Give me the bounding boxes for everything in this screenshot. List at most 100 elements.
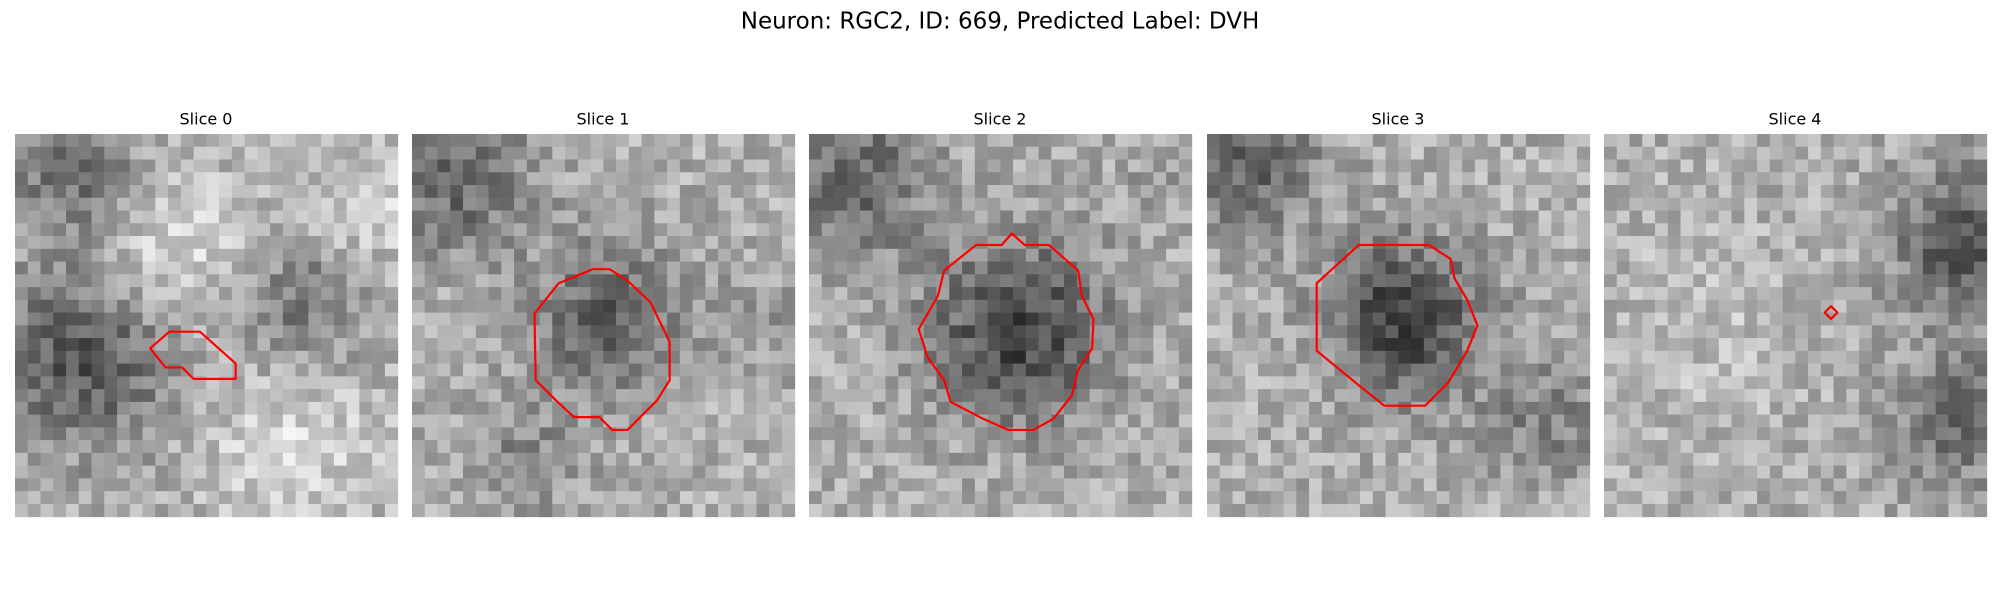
pixel — [987, 236, 1001, 250]
pixel — [424, 274, 439, 288]
pixel — [1360, 312, 1374, 326]
pixel — [1667, 414, 1682, 428]
pixel — [1334, 440, 1348, 454]
pixel — [1064, 338, 1078, 352]
pixel — [231, 248, 246, 263]
pixel — [450, 223, 464, 237]
pixel — [1795, 427, 1809, 441]
pixel — [781, 401, 796, 416]
pixel — [359, 210, 373, 224]
pixel — [1680, 414, 1694, 428]
pixel — [1551, 185, 1565, 199]
pixel — [104, 401, 118, 416]
pixel — [104, 134, 118, 148]
pixel — [603, 350, 617, 365]
pixel — [1309, 401, 1323, 416]
pixel — [321, 465, 335, 479]
pixel — [1922, 287, 1937, 301]
pixel — [1153, 452, 1167, 467]
pixel — [603, 159, 617, 173]
pixel — [911, 146, 925, 161]
pixel — [53, 197, 67, 212]
pixel — [962, 440, 976, 454]
pixel — [412, 223, 426, 237]
pixel — [1680, 172, 1694, 186]
pixel — [1833, 210, 1847, 224]
pixel — [1757, 427, 1771, 441]
pixel — [295, 248, 309, 263]
pixel — [501, 134, 515, 148]
pixel — [1604, 401, 1618, 416]
pixel — [129, 414, 144, 428]
pixel — [1897, 185, 1911, 199]
pixel — [501, 312, 515, 326]
pixel — [1667, 287, 1682, 301]
pixel — [40, 350, 54, 365]
pixel — [282, 452, 297, 467]
pixel — [295, 414, 309, 428]
pixel — [359, 197, 373, 212]
pixel — [603, 389, 617, 403]
pixel — [193, 287, 207, 301]
pixel — [781, 261, 796, 275]
pixel — [488, 465, 502, 479]
pixel — [1462, 401, 1476, 416]
pixel — [129, 338, 144, 352]
pixel — [15, 261, 29, 275]
pixel — [821, 248, 836, 263]
pixel — [1166, 452, 1180, 467]
pixel — [1576, 478, 1591, 492]
pixel — [1961, 427, 1975, 441]
pixel — [1744, 338, 1758, 352]
pixel — [526, 465, 541, 479]
pixel — [705, 350, 719, 365]
pixel — [463, 159, 477, 173]
pixel — [1667, 185, 1682, 199]
pixel — [1449, 440, 1463, 454]
pixel — [539, 452, 553, 467]
pixel — [282, 159, 297, 173]
pixel — [270, 210, 284, 224]
pixel — [104, 389, 118, 403]
pixel — [860, 185, 874, 199]
pixel — [1871, 503, 1886, 518]
pixel — [1385, 389, 1399, 403]
pixel — [1038, 452, 1052, 467]
pixel — [1538, 248, 1552, 263]
pixel — [809, 414, 823, 428]
pixel — [412, 274, 426, 288]
pixel — [1178, 287, 1193, 301]
pixel — [193, 491, 207, 505]
pixel — [1321, 236, 1336, 250]
pixel — [270, 172, 284, 186]
pixel — [962, 299, 976, 314]
pixel — [872, 376, 887, 390]
pixel — [1576, 134, 1591, 148]
pixel — [641, 185, 655, 199]
pixel — [1178, 146, 1193, 161]
pixel — [1245, 236, 1259, 250]
pixel — [628, 134, 643, 148]
pixel — [1616, 350, 1631, 365]
pixel — [1000, 491, 1014, 505]
pixel — [1321, 299, 1336, 314]
pixel — [384, 503, 399, 518]
pixel — [1629, 287, 1643, 301]
pixel — [1973, 440, 1988, 454]
pixel — [962, 159, 976, 173]
pixel — [1153, 376, 1167, 390]
pixel — [1207, 210, 1221, 224]
pixel — [769, 274, 783, 288]
pixel — [1884, 210, 1898, 224]
pixel — [616, 465, 630, 479]
pixel — [1655, 210, 1669, 224]
pixel — [987, 223, 1001, 237]
pixel — [821, 299, 836, 314]
pixel — [565, 427, 579, 441]
pixel — [923, 414, 938, 428]
pixel — [1782, 248, 1796, 263]
pixel — [384, 197, 399, 212]
pixel — [1140, 491, 1154, 505]
pixel — [142, 197, 156, 212]
pixel — [1897, 503, 1911, 518]
